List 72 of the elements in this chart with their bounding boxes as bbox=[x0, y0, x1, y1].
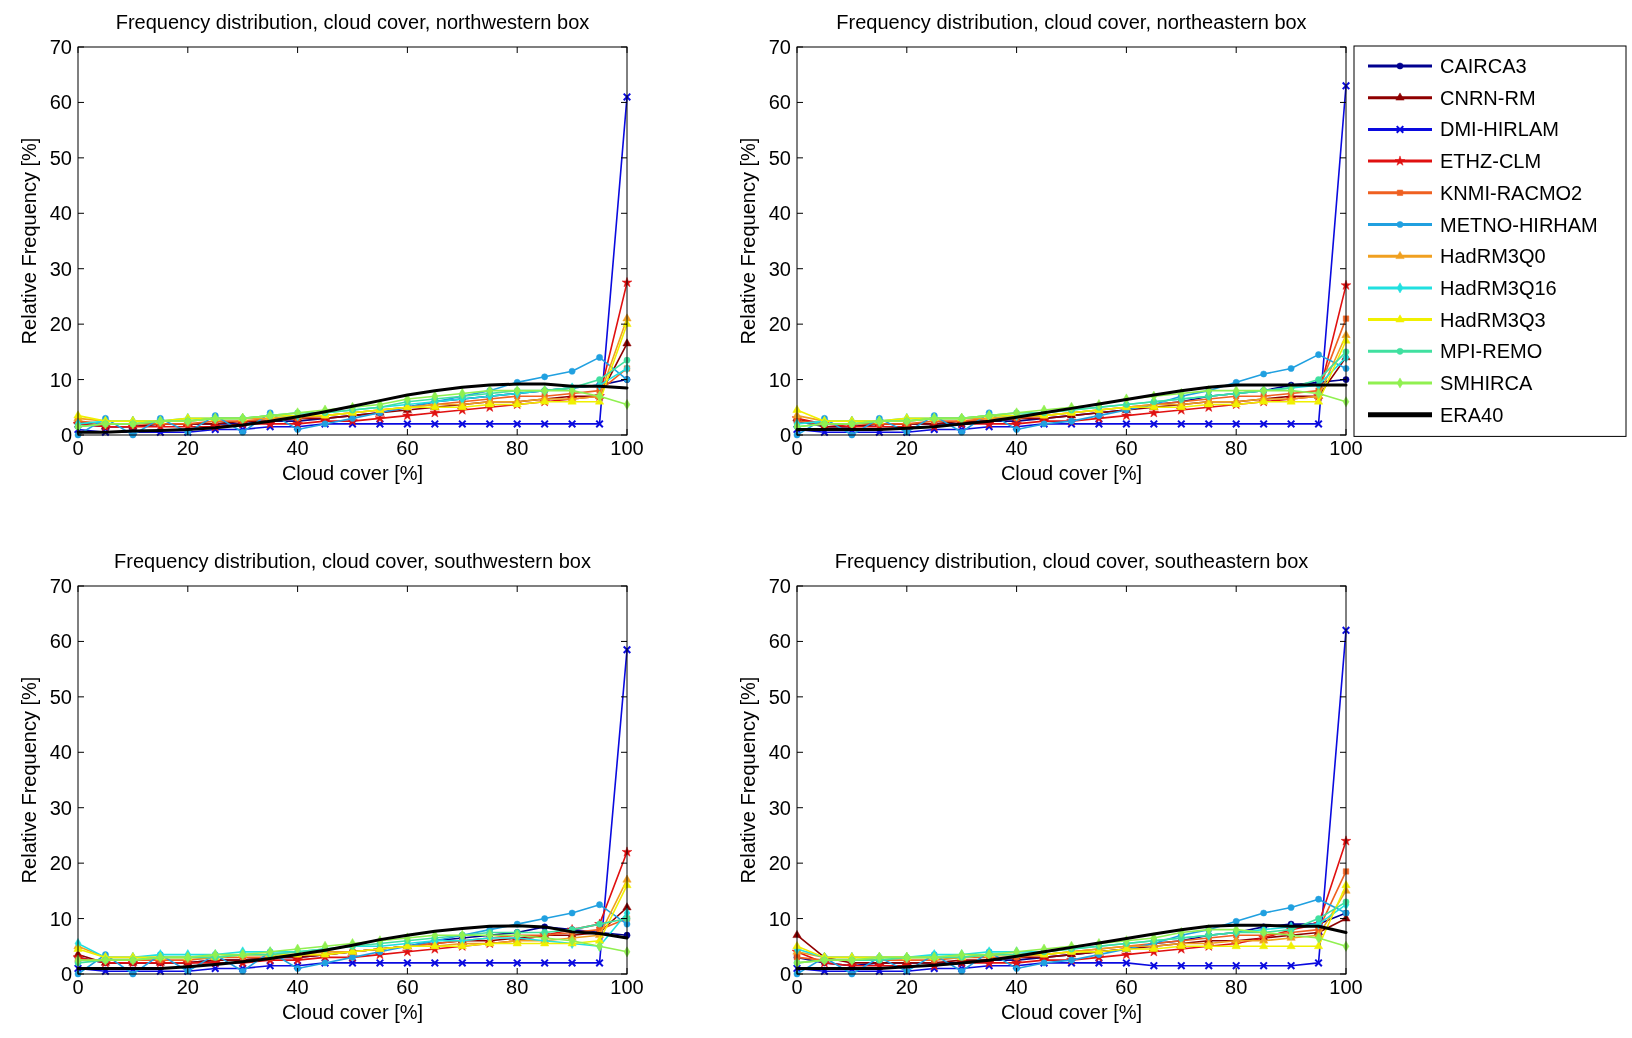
x-tick-label: 20 bbox=[176, 437, 199, 459]
y-tick-label: 60 bbox=[49, 91, 72, 114]
y-tick-label: 60 bbox=[768, 91, 791, 114]
y-tick-label: 20 bbox=[49, 852, 72, 875]
x-tick-label: 20 bbox=[895, 437, 918, 459]
y-tick-label: 20 bbox=[49, 313, 72, 336]
y-tick-label: 40 bbox=[768, 202, 791, 225]
y-tick-label: 30 bbox=[768, 257, 791, 280]
y-tick-label: 30 bbox=[49, 796, 72, 819]
x-axis-title: Cloud cover [%] bbox=[281, 1001, 424, 1023]
x-tick-label: 20 bbox=[895, 976, 918, 998]
y-tick-label: 60 bbox=[768, 630, 791, 653]
x-tick-label: 60 bbox=[396, 976, 419, 998]
legend-label: ERA40 bbox=[1440, 403, 1504, 426]
x-tick-label: 100 bbox=[1329, 976, 1363, 998]
y-tick-label: 20 bbox=[768, 313, 791, 336]
y-axis-title: Relative Frequency [%] bbox=[737, 137, 759, 345]
chart-title: Frequency distribution, cloud cover, northeastern box bbox=[836, 11, 1307, 33]
x-tick-label: 80 bbox=[1225, 437, 1248, 459]
x-tick-label: 60 bbox=[1115, 437, 1138, 459]
y-tick-label: 70 bbox=[768, 575, 791, 597]
y-tick-label: 10 bbox=[768, 368, 791, 391]
chart-title: Frequency distribution, cloud cover, southwestern box bbox=[114, 550, 591, 572]
y-tick-label: 50 bbox=[49, 685, 72, 708]
x-tick-label: 20 bbox=[176, 976, 199, 998]
x-tick-label: 60 bbox=[1115, 976, 1138, 998]
legend-label: HadRM3Q16 bbox=[1440, 276, 1557, 299]
x-tick-label: 40 bbox=[286, 437, 309, 459]
x-tick-label: 40 bbox=[1005, 437, 1028, 459]
x-tick-label: 40 bbox=[286, 976, 309, 998]
x-axis-title: Cloud cover [%] bbox=[1000, 1001, 1143, 1023]
x-tick-label: 100 bbox=[610, 976, 644, 998]
y-tick-label: 70 bbox=[49, 575, 72, 597]
legend-label: HadRM3Q0 bbox=[1440, 245, 1546, 268]
y-tick-label: 10 bbox=[49, 907, 72, 930]
y-tick-label: 40 bbox=[49, 202, 72, 225]
y-tick-label: 60 bbox=[49, 630, 72, 653]
x-tick-label: 80 bbox=[1225, 976, 1248, 998]
x-tick-label: 60 bbox=[396, 437, 419, 459]
y-axis-title: Relative Frequency [%] bbox=[18, 676, 40, 884]
y-tick-label: 40 bbox=[49, 741, 72, 764]
legend-label: ETHZ-CLM bbox=[1440, 150, 1542, 173]
x-tick-label: 40 bbox=[1005, 976, 1028, 998]
chart-title: Frequency distribution, cloud cover, northwestern box bbox=[115, 11, 590, 33]
legend-label: KNMI-RACMO2 bbox=[1440, 181, 1583, 204]
legend-label: SMHIRCA bbox=[1440, 372, 1533, 394]
y-tick-label: 10 bbox=[768, 907, 791, 930]
y-tick-label: 70 bbox=[49, 36, 72, 58]
x-tick-label: 80 bbox=[506, 976, 529, 998]
x-axis-title: Cloud cover [%] bbox=[1000, 462, 1143, 484]
y-tick-label: 50 bbox=[768, 146, 791, 169]
x-tick-label: 100 bbox=[610, 437, 644, 459]
legend-label: CNRN-RM bbox=[1440, 86, 1536, 109]
legend-label: CAIRCA3 bbox=[1440, 55, 1527, 77]
y-tick-label: 50 bbox=[768, 685, 791, 708]
y-axis-title: Relative Frequency [%] bbox=[737, 676, 759, 884]
y-tick-label: 30 bbox=[49, 257, 72, 280]
legend-label: HadRM3Q3 bbox=[1440, 308, 1546, 331]
chart-title: Frequency distribution, cloud cover, southeastern box bbox=[834, 550, 1309, 572]
y-tick-label: 20 bbox=[768, 852, 791, 875]
x-tick-label: 100 bbox=[1329, 437, 1363, 459]
y-tick-label: 50 bbox=[49, 146, 72, 169]
y-tick-label: 10 bbox=[49, 368, 72, 391]
y-axis-title: Relative Frequency [%] bbox=[18, 137, 40, 345]
y-tick-label: 70 bbox=[768, 36, 791, 58]
y-tick-label: 30 bbox=[768, 796, 791, 819]
legend-label: MPI-REMO bbox=[1440, 340, 1543, 363]
x-tick-label: 80 bbox=[506, 437, 529, 459]
legend-label: DMI-HIRLAM bbox=[1440, 118, 1559, 141]
y-tick-label: 40 bbox=[768, 741, 791, 764]
legend-label: METNO-HIRHAM bbox=[1440, 213, 1598, 236]
x-axis-title: Cloud cover [%] bbox=[281, 462, 424, 484]
